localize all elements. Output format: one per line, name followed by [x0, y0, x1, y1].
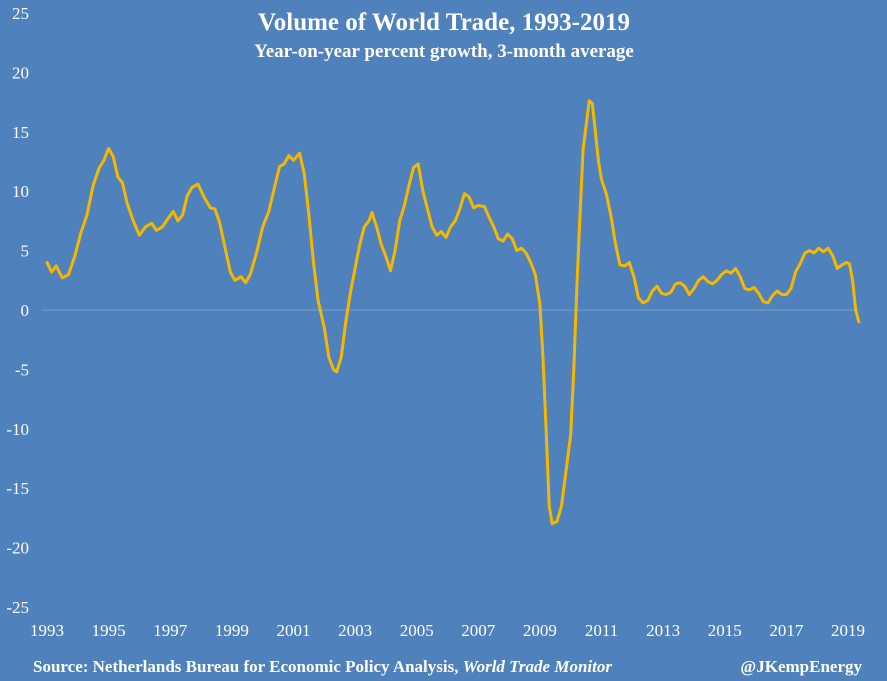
source-note: Source: Netherlands Bureau for Economic … — [33, 657, 612, 676]
y-tick-label: 10 — [12, 182, 29, 201]
x-tick-label: 1999 — [215, 621, 249, 640]
y-tick-label: -20 — [6, 539, 29, 558]
x-tick-label: 2011 — [585, 621, 618, 640]
y-tick-label: 20 — [12, 63, 29, 82]
y-tick-label: -5 — [15, 360, 29, 379]
source-publication: World Trade Monitor — [463, 657, 613, 676]
y-tick-label: 25 — [12, 4, 29, 23]
x-tick-label: 1995 — [92, 621, 126, 640]
x-tick-label: 2009 — [523, 621, 557, 640]
y-tick-label: -25 — [6, 598, 29, 617]
x-axis-tick-labels: 1993 1995 1997 1999 2001 2003 2005 2007 2009 2011… — [30, 621, 865, 640]
x-tick-label: 2001 — [276, 621, 310, 640]
y-tick-label: 15 — [12, 123, 29, 142]
x-tick-label: 2005 — [400, 621, 434, 640]
credit-handle: @JKempEnergy — [740, 657, 862, 676]
source-prefix: Source: Netherlands Bureau for Economic … — [33, 657, 463, 676]
chart-title: Volume of World Trade, 1993-2019 — [258, 9, 630, 36]
y-tick-label: 5 — [21, 242, 30, 261]
x-tick-label: 1993 — [30, 621, 64, 640]
y-tick-label: 0 — [21, 301, 30, 320]
x-tick-label: 2013 — [646, 621, 680, 640]
y-tick-label: -15 — [6, 479, 29, 498]
x-tick-label: 2017 — [769, 621, 804, 640]
x-tick-label: 2007 — [461, 621, 496, 640]
y-axis-tick-labels: 25 20 15 10 5 0 -5 -10 -15 -20 -25 — [6, 4, 29, 617]
series-line — [45, 99, 861, 526]
x-tick-label: 2003 — [338, 621, 372, 640]
y-tick-label: -10 — [6, 420, 29, 439]
x-tick-label: 2015 — [708, 621, 742, 640]
x-tick-label: 2019 — [831, 621, 865, 640]
x-tick-label: 1997 — [153, 621, 188, 640]
chart-subtitle: Year-on-year percent growth, 3-month ave… — [254, 41, 634, 62]
